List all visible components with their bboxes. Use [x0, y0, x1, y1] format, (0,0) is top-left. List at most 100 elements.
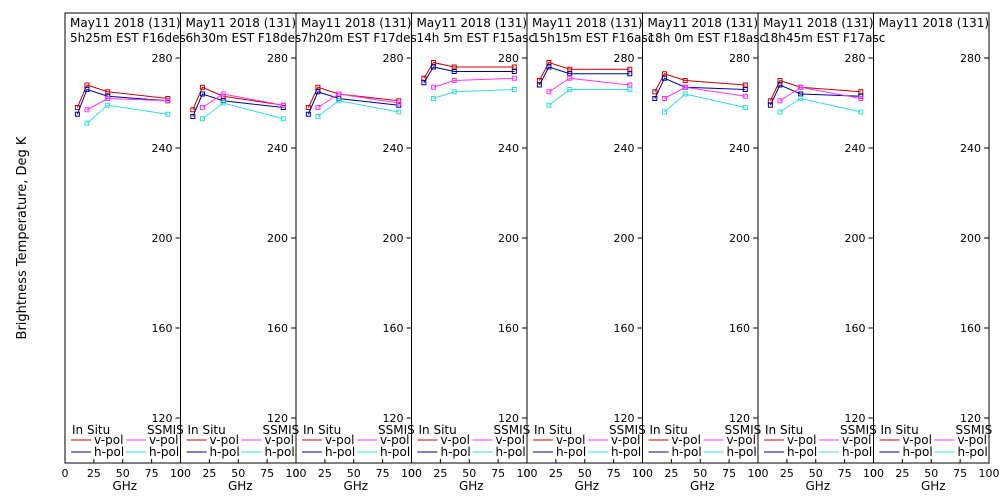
y-tick-label: 160: [498, 322, 519, 335]
series-line: [317, 93, 399, 108]
y-tick-label: 240: [729, 142, 750, 155]
legend-ssmis-heading: SSMIS: [609, 423, 646, 437]
y-tick-label: 240: [383, 142, 404, 155]
x-tick-label: 25: [202, 467, 216, 480]
x-tick-label: 50: [924, 467, 938, 480]
y-axis-label: Brightness Temperature, Deg K: [15, 136, 30, 339]
x-tick-label: 100: [979, 467, 1000, 480]
series-line: [307, 86, 399, 108]
legend-ssmis-heading: SSMIS: [263, 423, 300, 437]
y-tick-label: 280: [960, 52, 981, 65]
data-point: [430, 84, 436, 90]
y-tick-label: 160: [152, 322, 173, 335]
data-point: [165, 98, 171, 104]
data-point: [280, 102, 286, 108]
x-tick-label: 50: [347, 467, 361, 480]
legend-label: v-pol: [441, 433, 470, 447]
series-line: [317, 100, 399, 117]
panel-subtitle: 6h30m EST F18des: [186, 31, 302, 45]
y-tick-label: 240: [614, 142, 635, 155]
data-point: [84, 107, 90, 113]
data-point: [305, 111, 311, 117]
y-tick-label: 200: [729, 232, 750, 245]
data-point: [199, 105, 205, 110]
y-tick-label: 160: [267, 322, 288, 335]
legend-ssmis-heading: SSMIS: [840, 423, 877, 437]
legend-label: h-pol: [556, 445, 586, 459]
legend-label: v-pol: [903, 433, 932, 447]
series-line: [192, 93, 284, 117]
y-tick-label: 280: [383, 52, 404, 65]
legend-label: v-pol: [727, 433, 756, 447]
x-tick-label: 25: [780, 467, 794, 480]
data-point: [798, 96, 804, 101]
legend-label: v-pol: [842, 433, 871, 447]
x-tick-label: 25: [549, 467, 563, 480]
legend-label: h-pol: [787, 445, 817, 459]
panel-3: May11 2018 (131)7h20m EST F17des 280 240 20…: [293, 12, 422, 493]
series-line: [769, 84, 861, 106]
data-point: [682, 91, 688, 97]
x-tick-label: 0: [524, 467, 531, 480]
legend-ssmis-heading: SSMIS: [956, 423, 993, 437]
series-line: [192, 86, 284, 110]
panel-title: May11 2018 (131): [648, 16, 759, 30]
x-tick-label: 25: [318, 467, 332, 480]
series-line: [433, 89, 515, 99]
x-tick-label: 100: [517, 467, 538, 480]
y-tick-label: 280: [267, 52, 288, 65]
data-point: [742, 87, 748, 92]
y-tick-label: 160: [729, 322, 750, 335]
legend-label: h-pol: [727, 445, 757, 459]
data-point: [220, 100, 226, 106]
x-tick-label: 75: [260, 467, 274, 480]
x-axis-label: GHz: [343, 479, 368, 493]
series-line: [307, 91, 399, 115]
data-point: [627, 87, 633, 92]
series-line: [769, 79, 861, 101]
series-line: [76, 84, 168, 108]
data-point: [421, 80, 427, 86]
legend-ssmis-heading: SSMIS: [147, 423, 184, 437]
y-tick-label: 200: [960, 232, 981, 245]
panel-2: May11 2018 (131)6h30m EST F18des 280 240 20…: [177, 12, 307, 493]
data-point: [567, 87, 573, 92]
y-tick-label: 200: [267, 232, 288, 245]
x-tick-label: 75: [491, 467, 505, 480]
y-tick-label: 280: [498, 52, 519, 65]
legend-insitu-heading: In Situ: [303, 423, 341, 437]
data-point: [546, 102, 552, 108]
series-line: [548, 89, 630, 106]
legend-label: h-pol: [842, 445, 872, 459]
x-tick-label: 50: [231, 467, 245, 480]
y-tick-label: 240: [960, 142, 981, 155]
data-point: [199, 84, 205, 90]
y-tick-label: 240: [498, 142, 519, 155]
x-tick-label: 25: [895, 467, 909, 480]
y-tick-label: 160: [383, 322, 404, 335]
legend-label: v-pol: [325, 433, 354, 447]
data-point: [84, 87, 90, 92]
y-tick-label: 120: [383, 412, 404, 425]
y-tick-label: 200: [152, 232, 173, 245]
legend-ssmis-heading: SSMIS: [725, 423, 762, 437]
data-point: [536, 82, 542, 88]
legend-label: v-pol: [556, 433, 585, 447]
x-tick-label: 25: [87, 467, 101, 480]
panel-title: May11 2018 (131): [879, 16, 990, 30]
series-line: [664, 93, 746, 113]
panel-4: May11 2018 (131)14h 5m EST F15asc 280 240 2…: [408, 12, 538, 493]
y-tick-label: 200: [614, 232, 635, 245]
series-line: [76, 88, 168, 115]
y-tick-label: 120: [498, 412, 519, 425]
y-tick-label: 240: [267, 142, 288, 155]
data-point: [199, 91, 205, 97]
x-tick-label: 75: [607, 467, 621, 480]
y-tick-label: 200: [845, 232, 866, 245]
data-point: [627, 71, 633, 77]
y-tick-label: 240: [152, 142, 173, 155]
x-tick-label: 100: [632, 467, 653, 480]
legend-label: v-pol: [787, 433, 816, 447]
panel-subtitle: 18h 0m EST F18asc: [648, 31, 767, 45]
data-point: [220, 91, 226, 97]
